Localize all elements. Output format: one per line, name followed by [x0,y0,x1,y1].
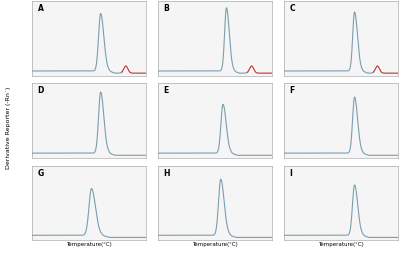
Text: A: A [38,4,44,13]
X-axis label: Temperature(°C): Temperature(°C) [66,242,112,248]
Text: H: H [164,169,170,178]
Text: F: F [289,87,294,96]
X-axis label: Temperature(°C): Temperature(°C) [192,242,238,248]
Text: E: E [164,87,169,96]
Text: B: B [164,4,169,13]
Text: I: I [289,169,292,178]
Text: Derivative Reporter (-Rn˙): Derivative Reporter (-Rn˙) [6,87,11,169]
Text: D: D [38,87,44,96]
Text: G: G [38,169,44,178]
X-axis label: Temperature(°C): Temperature(°C) [318,242,364,248]
Text: C: C [289,4,295,13]
